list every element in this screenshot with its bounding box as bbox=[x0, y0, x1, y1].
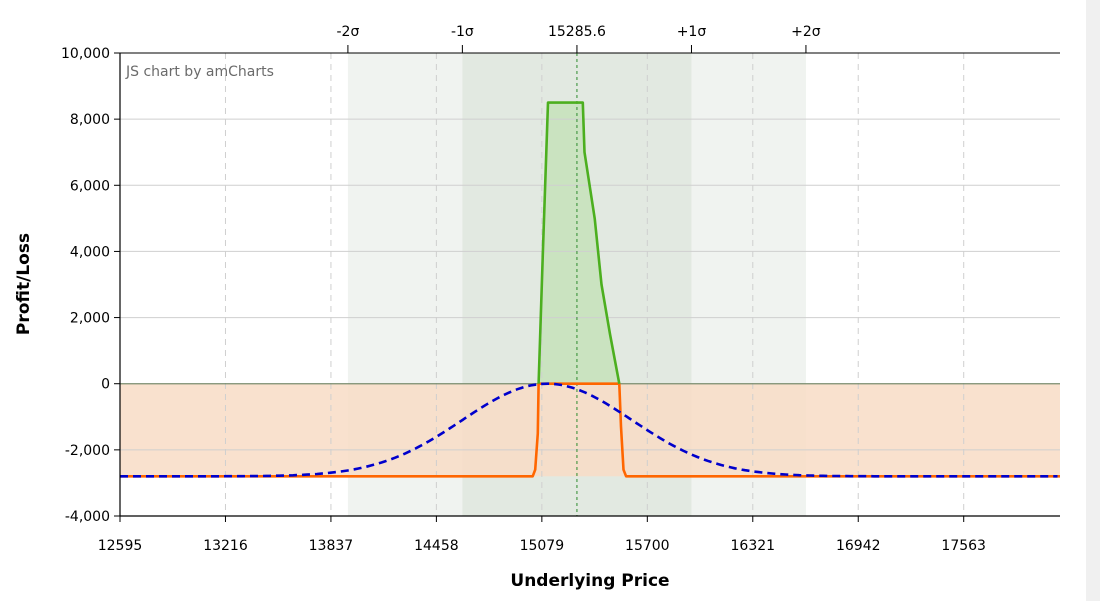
chart-watermark[interactable]: JS chart by amCharts bbox=[125, 64, 274, 80]
sigma-label: -2σ bbox=[336, 24, 359, 40]
sigma-label: -1σ bbox=[451, 24, 474, 40]
sigma-label: +1σ bbox=[677, 24, 707, 40]
x-tick-label: 12595 bbox=[98, 538, 143, 554]
y-tick-label: -2,000 bbox=[65, 443, 110, 459]
x-tick-label: 16942 bbox=[836, 538, 881, 554]
y-tick-label: 10,000 bbox=[61, 46, 110, 62]
y-axis-label: Profit/Loss bbox=[14, 233, 34, 335]
axes: 10,000 8,000 6,000 4,000 2,000 0 -2,000 -4,000 1… bbox=[61, 24, 1060, 554]
x-tick-label: 16321 bbox=[731, 538, 776, 554]
profit-loss-fills bbox=[120, 102, 1060, 477]
x-tick-label: 17563 bbox=[941, 538, 986, 554]
y-tick-label: -4,000 bbox=[65, 509, 110, 525]
series-today bbox=[120, 382, 1058, 478]
series-expiration-loss bbox=[120, 382, 1060, 478]
y-tick-label: 4,000 bbox=[70, 244, 110, 260]
sigma-label: +2σ bbox=[791, 24, 821, 40]
x-tick-label: 14458 bbox=[414, 538, 459, 554]
loss-area bbox=[120, 383, 1060, 477]
series-expiration-profit bbox=[537, 101, 621, 384]
x-axis-label: Underlying Price bbox=[510, 571, 669, 591]
x-tick-label: 15079 bbox=[520, 538, 565, 554]
y-tick-label: 0 bbox=[101, 377, 110, 393]
y-tick-label: 2,000 bbox=[70, 311, 110, 327]
scrollbar-track[interactable] bbox=[1086, 0, 1100, 601]
series-lines bbox=[120, 101, 1060, 478]
sigma-label: 15285.6 bbox=[548, 24, 606, 40]
y-tick-label: 6,000 bbox=[70, 178, 110, 194]
x-tick-label: 13837 bbox=[309, 538, 354, 554]
y-tick-label: 8,000 bbox=[70, 112, 110, 128]
x-tick-label: 15700 bbox=[625, 538, 670, 554]
profit-area bbox=[538, 102, 620, 384]
x-tick-label: 13216 bbox=[203, 538, 248, 554]
